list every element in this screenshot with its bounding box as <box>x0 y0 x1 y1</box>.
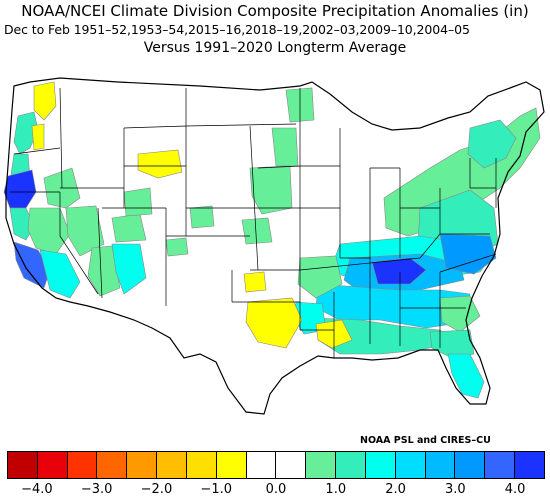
region-wa-cascades-dry <box>33 81 57 121</box>
region-tennessee-core <box>371 257 427 285</box>
scale-tick-label: −3.0 <box>80 482 113 497</box>
region-or-cascades-dry <box>31 123 45 151</box>
region-florida-peninsula <box>447 353 485 399</box>
color-swatch-2 <box>67 452 98 478</box>
state-borders <box>10 87 497 358</box>
color-scale-ticks: −4.0 −3.0 −2.0 −1.0 0.0 1.0 2.0 3.0 4.0 <box>0 482 550 500</box>
color-swatch-9 <box>276 452 307 478</box>
map-title: NOAA/NCEI Climate Division Composite Pre… <box>21 2 529 20</box>
data-credit: NOAA PSL and CIRES–CU <box>360 435 491 446</box>
region-wy-dry <box>137 149 183 179</box>
scale-tick-label: 4.0 <box>504 482 526 497</box>
color-swatch-5 <box>157 452 187 478</box>
region-sd-east <box>271 127 299 167</box>
region-az-west <box>87 245 121 297</box>
us-outline <box>5 77 545 415</box>
color-swatch-4 <box>127 452 158 478</box>
map-subtitle-baseline: Versus 1991–2020 Longterm Average <box>143 40 407 56</box>
region-ca-central <box>27 207 71 255</box>
map-subtitle-seasons: Dec to Feb 1951–52,1953–54,2015–16,2018–… <box>4 22 470 37</box>
scale-tick-label: −1.0 <box>200 482 233 497</box>
color-swatch-0 <box>8 452 38 478</box>
region-wa-coast <box>13 111 39 155</box>
color-swatch-17 <box>515 452 544 478</box>
color-swatch-15 <box>455 452 486 478</box>
color-swatch-14 <box>425 452 456 478</box>
region-tx-central-dry <box>245 297 303 349</box>
region-ca-south-inland <box>39 249 81 299</box>
color-swatch-10 <box>306 452 337 478</box>
region-nm-west <box>165 237 189 257</box>
color-swatch-3 <box>97 452 128 478</box>
color-swatch-8 <box>246 452 277 478</box>
scale-tick-label: 3.0 <box>444 482 466 497</box>
region-northeast <box>467 119 517 169</box>
color-swatch-12 <box>365 452 396 478</box>
region-ut-south <box>123 187 153 217</box>
region-ca-north-dark <box>3 169 37 209</box>
region-az-central <box>111 243 147 295</box>
color-swatch-7 <box>216 452 247 478</box>
color-swatch-16 <box>485 452 516 478</box>
scale-tick-label: −2.0 <box>140 482 173 497</box>
color-swatch-11 <box>336 452 366 478</box>
precipitation-anomaly-map <box>3 77 545 415</box>
color-scale-bar <box>7 451 545 479</box>
scale-tick-label: −4.0 <box>21 482 53 497</box>
region-arkansas <box>297 255 343 299</box>
region-ok-panhandle-dry <box>243 271 267 293</box>
scale-tick-label: 2.0 <box>385 482 406 497</box>
scale-tick-label: 1.0 <box>325 482 347 497</box>
color-swatch-13 <box>395 452 426 478</box>
region-az-north <box>111 213 147 243</box>
region-ca-south-coast <box>13 241 51 289</box>
region-ne-east <box>249 165 293 215</box>
region-co-west <box>189 205 215 229</box>
color-swatch-6 <box>186 452 217 478</box>
region-georgia-east <box>439 295 481 333</box>
scale-tick-label: 0.0 <box>265 482 287 497</box>
region-ks-east <box>241 217 273 245</box>
color-swatch-1 <box>37 452 68 478</box>
region-carolinas <box>439 233 497 275</box>
region-deep-south <box>315 283 471 329</box>
